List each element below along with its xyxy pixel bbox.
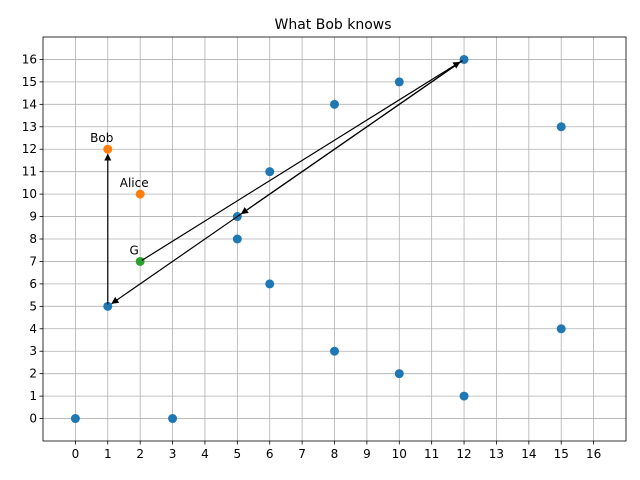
y-tick-label: 7 [29,254,37,268]
x-tick-label: 12 [456,447,471,461]
scatter-point [459,54,469,64]
x-tick-label: 0 [72,447,80,461]
scatter-point [556,122,566,132]
y-tick-label: 9 [29,210,37,224]
y-tick-label: 3 [29,344,37,358]
x-tick-label: 6 [266,447,274,461]
y-tick-label: 10 [22,187,37,201]
scatter-point [265,279,275,289]
scatter-point [135,189,145,199]
annotation-label: Bob [90,131,113,145]
y-tick-label: 0 [29,412,37,426]
scatter-point [103,301,113,311]
scatter-point [168,414,178,424]
x-tick-label: 5 [234,447,242,461]
y-tick-label: 6 [29,277,37,291]
x-tick-label: 3 [169,447,177,461]
x-tick-label: 2 [136,447,144,461]
y-tick-label: 13 [22,120,37,134]
x-tick-label: 7 [298,447,306,461]
x-tick-label: 14 [521,447,536,461]
annotation-arrow [141,61,461,261]
chart-title: What Bob knows [274,17,391,33]
plot-area: 0 1 2 3 4 5 6 7 8 9 10 11 12 13 14 15 160123456789101112… [22,36,627,461]
y-tick-label: 11 [22,165,37,179]
x-tick-label: 4 [201,447,209,461]
scatter-point [330,99,339,109]
annotation-label: G [130,243,139,257]
scatter-point [394,77,404,87]
y-tick-label: 16 [22,52,37,66]
y-tick-label: 1 [29,389,37,403]
y-tick-label: 5 [29,299,37,313]
x-tick-label: 10 [392,447,407,461]
scatter-point [232,234,242,244]
scatter-point [265,167,275,177]
x-tick-label: 15 [554,447,569,461]
x-tick-label: 13 [489,447,504,461]
annotation-arrow [111,60,463,304]
x-tick-label: 9 [363,447,371,461]
x-tick-label: 8 [331,447,339,461]
y-tick-label: 15 [22,75,37,89]
annotation-label: Alice [120,176,149,190]
y-tick-label: 14 [22,97,37,111]
y-tick-label: 8 [29,232,37,246]
y-tick-label: 4 [29,322,37,336]
x-tick-label: 1 [104,447,112,461]
scatter-point [459,391,469,401]
scatter-point [330,346,339,356]
y-tick-label: 2 [29,367,37,381]
scatter-point [394,369,404,379]
scatter-point [70,414,80,424]
scatter-point [135,256,145,266]
scatter-point [556,324,566,334]
x-tick-label: 11 [424,447,439,461]
x-tick-label: 16 [586,447,601,461]
y-tick-label: 12 [22,142,37,156]
scatter-point [103,144,113,154]
